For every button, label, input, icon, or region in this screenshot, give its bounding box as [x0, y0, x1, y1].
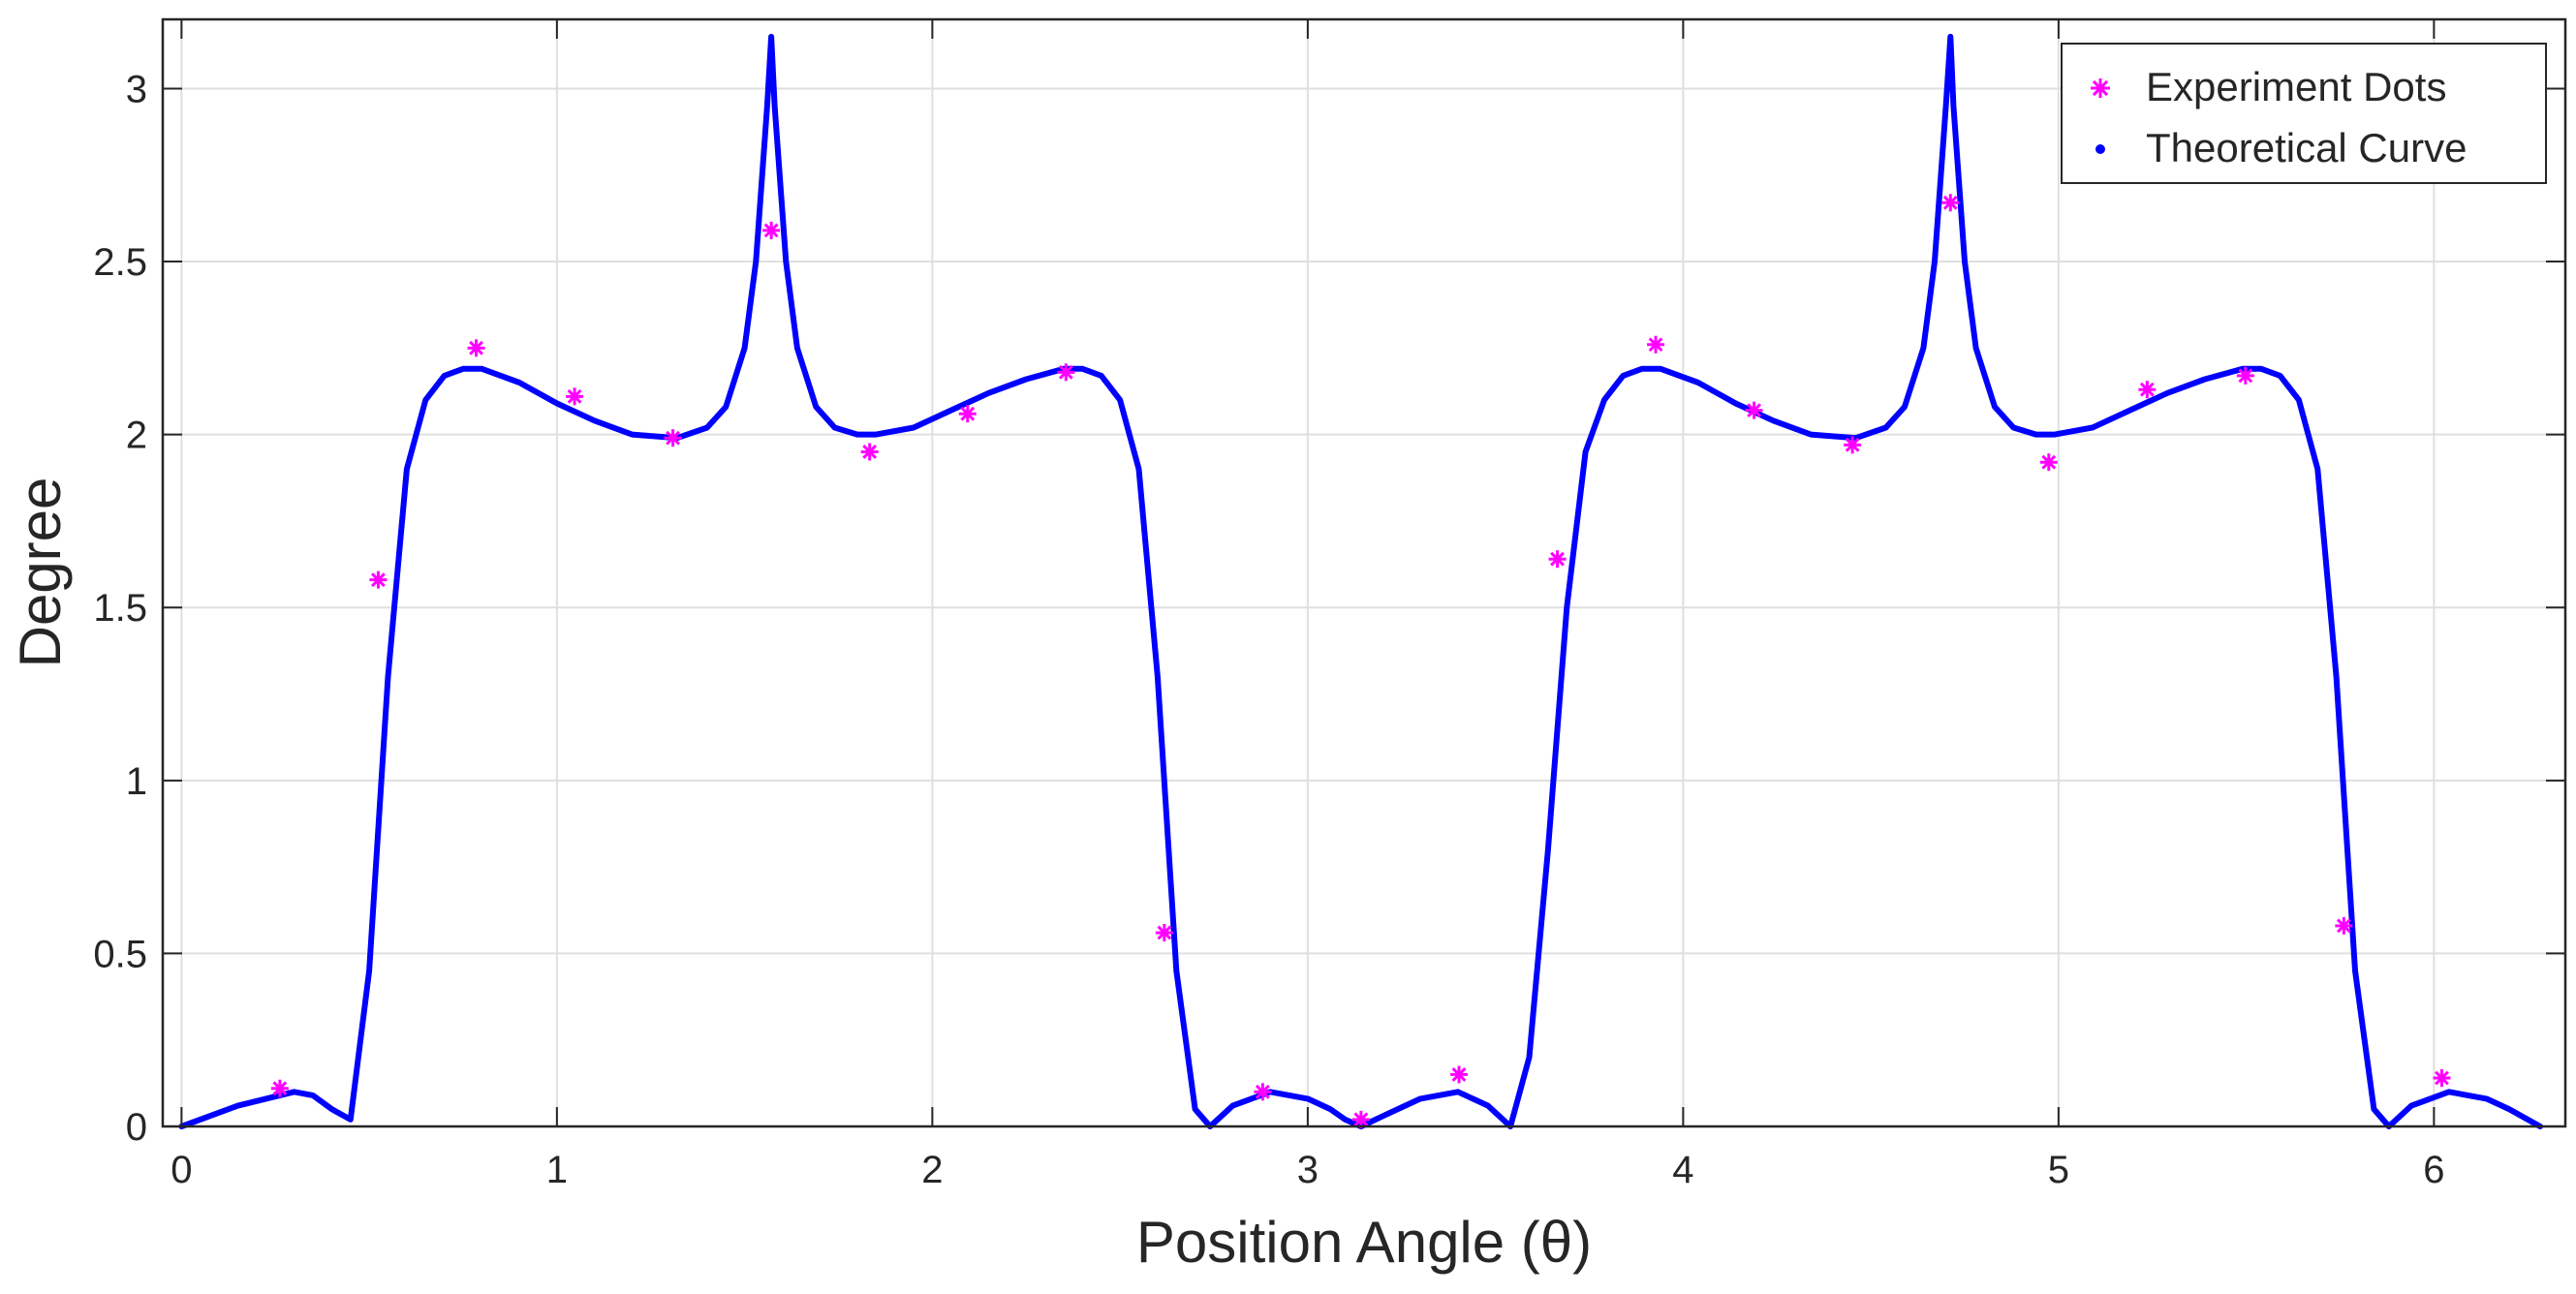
experiment-dot: [2138, 381, 2157, 399]
experiment-dot: [1844, 436, 1862, 454]
y-tick-label: 0.5: [93, 933, 147, 975]
experiment-dot: [2236, 366, 2254, 385]
legend-box: [2061, 43, 2547, 184]
experiment-dot: [270, 1079, 289, 1097]
x-tick-label: 1: [546, 1149, 568, 1191]
y-tick-label: 1.5: [93, 587, 147, 630]
x-tick-label: 4: [1672, 1149, 1693, 1191]
experiment-dot: [467, 339, 485, 357]
experiment-dot: [664, 429, 682, 447]
experiment-dot: [860, 443, 879, 461]
experiment-dot: [1941, 194, 1960, 212]
x-tick-label: 6: [2423, 1149, 2444, 1191]
y-tick-label: 2.5: [93, 241, 147, 284]
x-tick-label: 0: [171, 1149, 192, 1191]
experiment-dot: [762, 221, 781, 239]
plot-frame: [161, 17, 2567, 1128]
experiment-dot: [1254, 1083, 1272, 1101]
x-tick-label: 3: [1297, 1149, 1319, 1191]
experiment-dot: [1057, 363, 1075, 382]
experiment-dot: [1745, 401, 1763, 419]
plot-area: [163, 19, 2565, 1126]
y-axis-label: Degree: [8, 478, 73, 668]
axes-ticks: 0 1 2 3 4 5 6 0 0.5 1 1.5 2 2.5 3: [93, 19, 2565, 1191]
experiment-dot: [2039, 453, 2058, 472]
legend-label-theoretical-curve: Theoretical Curve: [2146, 125, 2467, 170]
experiment-dot: [1450, 1065, 1469, 1084]
experiment-dot: [566, 387, 584, 406]
x-axis-label: Position Angle (θ): [1136, 1210, 1592, 1275]
y-tick-label: 0: [126, 1106, 147, 1149]
experiment-dot: [369, 570, 388, 589]
experiment-dot: [1548, 550, 1567, 569]
experiment-dot: [2335, 916, 2353, 935]
legend-marker-experiment-dots: [2091, 78, 2110, 98]
x-tick-label: 5: [2048, 1149, 2069, 1191]
y-tick-label: 1: [126, 760, 147, 803]
legend-marker-theoretical-curve: [2095, 144, 2105, 154]
y-tick-label: 3: [126, 68, 147, 110]
legend: Experiment Dots Theoretical Curve: [2061, 43, 2547, 184]
y-tick-label: 2: [126, 415, 147, 457]
experiment-dot: [1155, 923, 1173, 941]
x-tick-label: 2: [921, 1149, 943, 1191]
experiment-dot: [958, 405, 977, 423]
legend-label-experiment-dots: Experiment Dots: [2146, 64, 2446, 109]
experiment-dot: [1647, 335, 1665, 354]
experiment-dot: [2433, 1068, 2451, 1087]
